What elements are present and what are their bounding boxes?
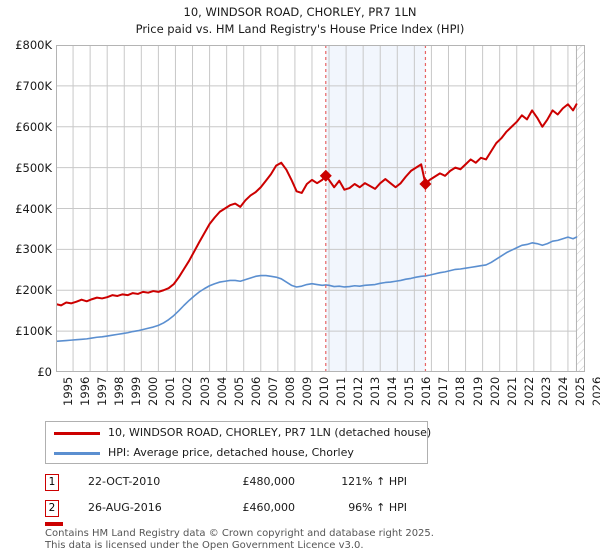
x-axis-tick-label: 1998 — [112, 376, 127, 406]
y-axis-tick-label: £100K — [15, 324, 52, 339]
x-axis-tick-label: 2006 — [248, 376, 263, 406]
x-axis-tick-label: 2005 — [231, 376, 246, 406]
y-axis-tick-label: £800K — [15, 38, 52, 52]
transaction-row: 2 26-AUG-2016 £460,000 96% ↑ HPI — [45, 500, 465, 522]
x-axis-tick-label: 2023 — [538, 376, 553, 406]
footer-copyright-line: Contains HM Land Registry data © Crown c… — [45, 528, 434, 539]
transaction-date: 26-AUG-2016 — [88, 501, 162, 514]
y-axis-tick-label: £600K — [15, 119, 52, 134]
x-axis-tick-label: 2000 — [146, 376, 161, 406]
x-axis-tick-label: 2025 — [572, 376, 587, 406]
x-axis-tick-label: 2018 — [453, 376, 468, 406]
y-axis-tick-label: £300K — [15, 242, 52, 257]
y-axis-tick-label: £400K — [15, 201, 52, 216]
gridlines — [56, 45, 585, 372]
transaction-index-badge: 2 — [45, 500, 59, 517]
x-axis-tick-label: 2024 — [555, 376, 570, 406]
x-axis-tick-label: 2020 — [487, 376, 502, 406]
legend-swatch-hpi — [54, 452, 100, 455]
footer-attribution: Contains HM Land Registry data © Crown c… — [45, 528, 565, 552]
chart-svg — [56, 45, 585, 372]
chart-legend: 10, WINDSOR ROAD, CHORLEY, PR7 1LN (deta… — [45, 421, 431, 464]
x-axis-tick-label: 2009 — [299, 376, 314, 406]
x-axis-tick-label: 2002 — [180, 376, 195, 406]
transaction-points — [319, 169, 432, 190]
x-axis-tick-label: 2016 — [419, 376, 434, 406]
legend-item-price-paid: 10, WINDSOR ROAD, CHORLEY, PR7 1LN (deta… — [46, 423, 431, 444]
x-axis-tick-label: 2003 — [197, 376, 212, 406]
transaction-hpi-delta: 96% ↑ HPI — [348, 501, 407, 514]
legend-item-hpi: HPI: Average price, detached house, Chor… — [46, 443, 427, 464]
page-title: 10, WINDSOR ROAD, CHORLEY, PR7 1LN Price… — [0, 4, 600, 38]
transaction-price: £480,000 — [242, 475, 296, 488]
title-address: 10, WINDSOR ROAD, CHORLEY, PR7 1LN — [183, 5, 417, 19]
x-axis-tick-label: 2012 — [351, 376, 366, 406]
x-axis-tick-label: 2004 — [214, 376, 229, 406]
x-axis-tick-label: 2019 — [470, 376, 485, 406]
x-axis-tick-label: 2011 — [334, 376, 349, 406]
transaction-price: £460,000 — [242, 501, 296, 514]
x-axis-tick-label: 2021 — [504, 376, 519, 406]
legend-label-hpi: HPI: Average price, detached house, Chor… — [108, 446, 354, 459]
footer-accent-bar — [45, 522, 63, 526]
x-axis-tick-label: 1999 — [129, 376, 144, 406]
transaction-date: 22-OCT-2010 — [88, 475, 161, 488]
y-axis-tick-label: £700K — [15, 78, 52, 93]
x-axis-tick-label: 1996 — [78, 376, 93, 406]
y-axis-tick-label: £200K — [15, 283, 52, 298]
x-axis-tick-label: 2007 — [265, 376, 280, 406]
x-axis-tick-label: 2015 — [402, 376, 417, 406]
transaction-row: 1 22-OCT-2010 £480,000 121% ↑ HPI — [45, 474, 465, 496]
x-axis-tick-label: 2026 — [590, 376, 600, 406]
x-axis-tick-label: 2017 — [436, 376, 451, 406]
x-axis-tick-label: 2014 — [385, 376, 400, 406]
data-series — [56, 103, 578, 343]
legend-label-price-paid: 10, WINDSOR ROAD, CHORLEY, PR7 1LN (deta… — [108, 426, 432, 439]
marker-vertical-lines — [325, 45, 427, 372]
transaction-index-badge: 1 — [45, 474, 59, 491]
chart-plot-area — [56, 45, 585, 372]
x-axis-tick-label: 2008 — [282, 376, 297, 406]
footer-licence-line: This data is licensed under the Open Gov… — [45, 540, 364, 551]
x-axis-tick-label: 2010 — [316, 376, 331, 406]
x-axis-tick-label: 2013 — [368, 376, 383, 406]
x-axis-tick-label: 1997 — [95, 376, 110, 406]
forecast-hatch-band — [575, 45, 585, 372]
y-axis-tick-label: £500K — [15, 160, 52, 175]
legend-swatch-price-paid — [54, 432, 100, 435]
title-subtitle: Price paid vs. HM Land Registry's House … — [135, 22, 465, 36]
transaction-hpi-delta: 121% ↑ HPI — [341, 475, 407, 488]
x-axis-tick-label: 1995 — [61, 376, 75, 406]
y-axis-tick-label: £0 — [37, 365, 52, 379]
x-axis-tick-label: 2022 — [521, 376, 536, 406]
x-axis-tick-label: 2001 — [163, 376, 178, 406]
